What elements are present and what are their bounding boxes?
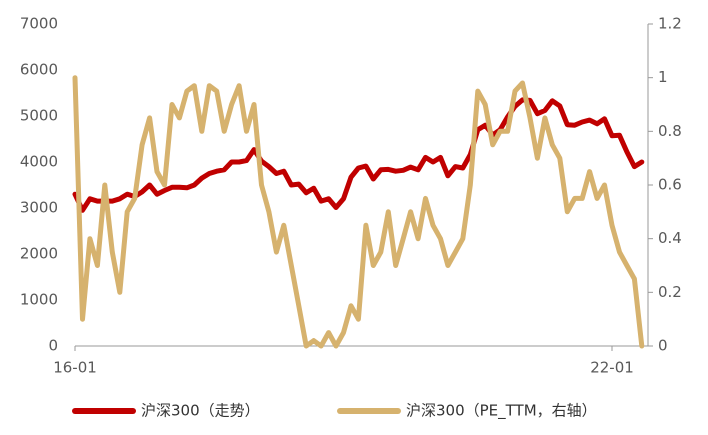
y-tick-label: 2000 <box>20 245 58 263</box>
y2-tick-label: 0 <box>658 337 668 355</box>
y2-tick-label: 0.4 <box>658 229 682 247</box>
y2-tick-label: 1 <box>658 68 668 86</box>
y2-tick-label: 0.6 <box>658 176 682 194</box>
series-line <box>72 97 645 213</box>
x-tick-label: 16-01 <box>53 359 97 377</box>
y2-tick-label: 1.2 <box>658 15 682 33</box>
y2-tick-label: 0.8 <box>658 122 682 140</box>
y-tick-label: 6000 <box>20 61 58 79</box>
y-tick-label: 7000 <box>20 15 58 33</box>
legend-label: 沪深300（PE_TTM，右轴） <box>406 402 597 421</box>
y-tick-label: 0 <box>48 337 58 355</box>
series-line <box>72 75 645 349</box>
y-tick-label: 5000 <box>20 107 58 125</box>
y-tick-label: 3000 <box>20 199 58 217</box>
legend-label: 沪深300（走势） <box>141 402 260 420</box>
y2-tick-label: 0.2 <box>658 283 682 301</box>
y-tick-label: 4000 <box>20 153 58 171</box>
y-tick-label: 1000 <box>20 291 58 309</box>
x-tick-label: 22-01 <box>590 359 634 377</box>
